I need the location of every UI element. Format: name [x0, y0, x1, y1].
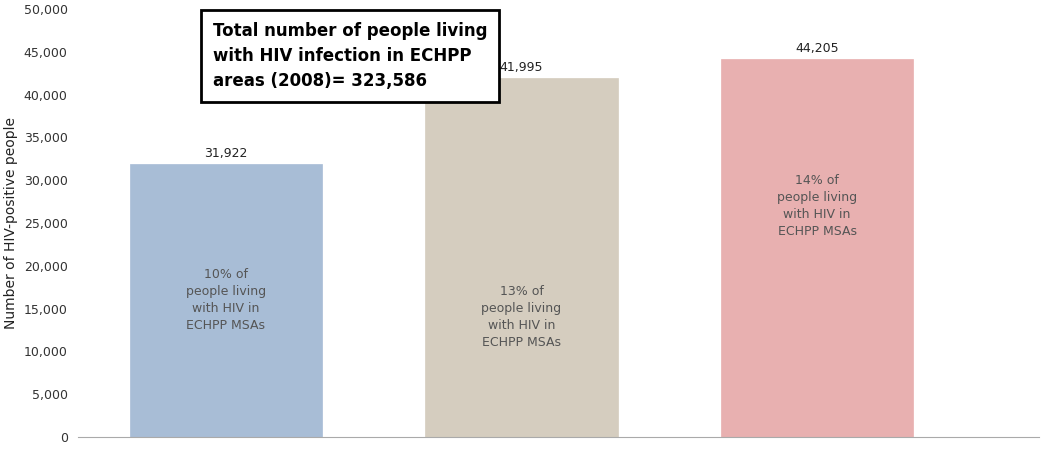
Bar [130, 164, 322, 437]
Text: 41,995: 41,995 [500, 61, 543, 74]
Text: 13% of
people living
with HIV in
ECHPP MSAs: 13% of people living with HIV in ECHPP M… [482, 285, 561, 349]
Text: 31,922: 31,922 [204, 147, 247, 160]
Bar [426, 78, 617, 437]
Text: 10% of
people living
with HIV in
ECHPP MSAs: 10% of people living with HIV in ECHPP M… [186, 268, 266, 332]
Text: Total number of people living
with HIV infection in ECHPP
areas (2008)= 323,586: Total number of people living with HIV i… [213, 22, 487, 90]
Text: 44,205: 44,205 [796, 42, 839, 55]
Bar [721, 59, 914, 437]
Text: 14% of
people living
with HIV in
ECHPP MSAs: 14% of people living with HIV in ECHPP M… [777, 174, 857, 238]
Y-axis label: Number of HIV-positive people: Number of HIV-positive people [4, 117, 18, 329]
